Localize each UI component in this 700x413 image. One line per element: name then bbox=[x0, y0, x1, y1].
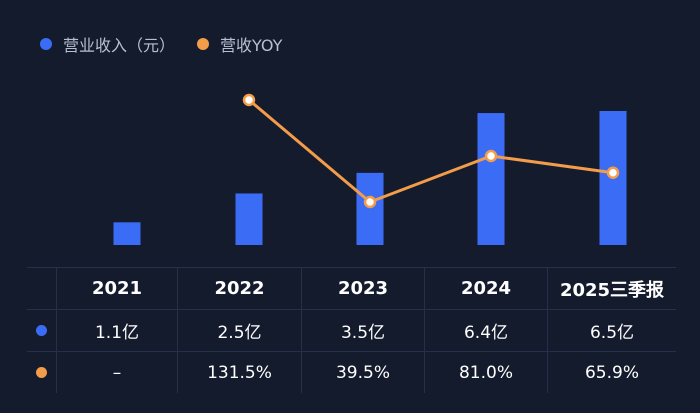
table-cell: 2.5亿 bbox=[178, 310, 302, 351]
revenue-bar bbox=[356, 172, 384, 245]
legend-item-yoy: 营收YOY bbox=[197, 32, 282, 56]
chart-legend: 营业收入（元） 营收YOY bbox=[40, 32, 304, 56]
column-header: 2022 bbox=[178, 268, 302, 309]
yoy-point bbox=[242, 93, 256, 107]
column-header: 2021 bbox=[57, 268, 178, 309]
revenue-marker-icon bbox=[36, 325, 47, 336]
column-header: 2023 bbox=[302, 268, 425, 309]
yoy-point bbox=[484, 149, 498, 163]
combo-chart bbox=[113, 93, 627, 245]
revenue-bar bbox=[113, 222, 141, 245]
table-cell: 81.0% bbox=[425, 352, 548, 393]
table-cell: 6.5亿 bbox=[589, 323, 635, 343]
table-cell: 65.9% bbox=[584, 362, 639, 383]
revenue-bar bbox=[235, 193, 263, 245]
column-header: 2024 bbox=[425, 268, 548, 309]
table-row-revenue: 1.1亿 2.5亿 3.5亿 6.4亿 6.5亿 bbox=[27, 310, 676, 352]
legend-label-yoy: 营收YOY bbox=[220, 36, 283, 55]
yoy-marker-icon bbox=[36, 367, 47, 378]
table-header-row: 2021 2022 2023 2024 2025三季报 bbox=[27, 267, 676, 310]
table-cell: 6.4亿 bbox=[425, 310, 548, 351]
table-cell: – bbox=[57, 352, 178, 393]
legend-item-revenue: 营业收入（元） bbox=[40, 32, 175, 56]
legend-label-revenue: 营业收入（元） bbox=[63, 36, 176, 55]
table-cell: 131.5% bbox=[178, 352, 302, 393]
legend-marker-yoy bbox=[197, 38, 210, 50]
revenue-bar bbox=[477, 113, 505, 245]
row-marker-cell bbox=[27, 352, 57, 393]
table-cell: 39.5% bbox=[302, 352, 425, 393]
table-row-yoy: – 131.5% 39.5% 81.0% 65.9% bbox=[27, 352, 676, 393]
legend-marker-revenue bbox=[40, 38, 52, 50]
yoy-line bbox=[248, 98, 614, 204]
yoy-point bbox=[606, 166, 620, 179]
table-cell: 3.5亿 bbox=[302, 310, 425, 351]
table-cell: 1.1亿 bbox=[57, 310, 178, 351]
row-marker-cell bbox=[27, 310, 57, 351]
data-table: 2021 2022 2023 2024 2025三季报 1.1亿 2.5亿 3.… bbox=[27, 267, 676, 393]
yoy-point bbox=[363, 195, 377, 209]
column-header: 2025三季报 bbox=[559, 279, 665, 301]
table-corner-cell bbox=[27, 268, 57, 309]
